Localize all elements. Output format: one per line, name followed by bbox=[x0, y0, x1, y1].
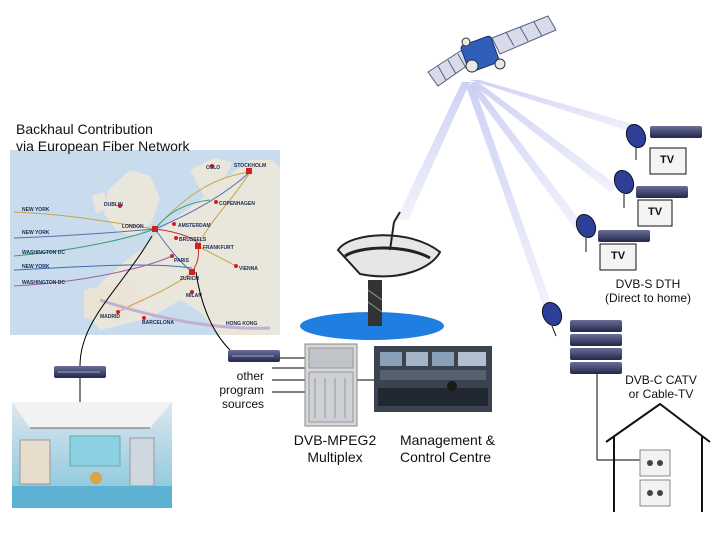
control-line1: Management & bbox=[400, 432, 495, 448]
catv-line1: DVB-C CATV bbox=[625, 373, 697, 387]
map-label-paris: PARIS bbox=[174, 258, 190, 264]
catv-line2: or Cable-TV bbox=[628, 387, 694, 401]
map-label-oslo: OSLO bbox=[206, 165, 220, 171]
house-icon bbox=[605, 402, 711, 512]
receiver-box-fiber bbox=[228, 350, 280, 362]
sources-line3: sources bbox=[221, 397, 264, 411]
multiplex-line1: DVB-MPEG2 bbox=[293, 432, 377, 448]
control-centre-image bbox=[374, 346, 492, 412]
map-label-milan: MILAN bbox=[186, 293, 202, 299]
control-line2: Control Centre bbox=[400, 449, 492, 465]
tv-label-3: TV bbox=[611, 250, 626, 262]
other-sources-label: other program sources bbox=[214, 369, 264, 411]
europe-fiber-map: OSLO STOCKHOLM DUBLIN COPENHAGEN NEW YOR… bbox=[10, 150, 280, 335]
receiver-box-studio bbox=[54, 366, 106, 378]
catv-headend bbox=[541, 301, 622, 374]
catv-label: DVB-C CATV or Cable-TV bbox=[616, 373, 706, 401]
map-label-frankfurt: FRANKFURT bbox=[203, 245, 234, 251]
map-label-london: LONDON bbox=[122, 224, 144, 230]
map-label-washington-2: WASHINGTON DC bbox=[22, 280, 65, 286]
map-label-new-york-1: NEW YORK bbox=[22, 207, 50, 213]
tv-label-1: TV bbox=[660, 154, 675, 166]
map-label-washington-1: WASHINGTON DC bbox=[22, 250, 65, 256]
map-label-barcelona: BARCELONA bbox=[142, 320, 174, 326]
tv-label-2: TV bbox=[648, 206, 663, 218]
multiplex-label: DVB-MPEG2 Multiplex bbox=[290, 432, 380, 466]
dth-label: DVB-S DTH (Direct to home) bbox=[596, 277, 700, 305]
dth-receiver-1 bbox=[625, 123, 702, 175]
dth-receiver-2 bbox=[613, 169, 688, 227]
map-label-new-york-3: NEW YORK bbox=[22, 264, 50, 270]
dth-line2: (Direct to home) bbox=[604, 291, 692, 305]
map-label-zurich: ZURICH bbox=[180, 276, 199, 282]
backhaul-title-line1: Backhaul Contribution bbox=[16, 121, 153, 137]
map-label-hong-kong: HONG KONG bbox=[226, 321, 258, 327]
sources-line1: other bbox=[236, 369, 264, 383]
map-label-brussels: BRUSSELS bbox=[179, 237, 207, 243]
sources-line2: program bbox=[219, 383, 264, 397]
satellite-beams bbox=[396, 80, 640, 308]
map-label-madrid: MADRID bbox=[100, 314, 120, 320]
dth-line1: DVB-S DTH bbox=[615, 277, 681, 291]
multiplex-line2: Multiplex bbox=[307, 449, 363, 465]
multiplex-rack-icon bbox=[304, 343, 358, 427]
uplink-dish-icon bbox=[300, 211, 444, 340]
map-label-stockholm: STOCKHOLM bbox=[234, 163, 266, 169]
backhaul-title: Backhaul Contribution via European Fiber… bbox=[16, 121, 190, 155]
tv-studio-image bbox=[12, 402, 172, 508]
map-label-vienna: VIENNA bbox=[239, 266, 258, 272]
backhaul-title-line2: via European Fiber Network bbox=[16, 138, 190, 154]
map-label-new-york-2: NEW YORK bbox=[22, 230, 50, 236]
map-label-copenhagen: COPENHAGEN bbox=[219, 201, 255, 207]
dth-receiver-3 bbox=[575, 213, 650, 271]
map-label-amsterdam: AMSTERDAM bbox=[178, 223, 211, 229]
map-label-dublin: DUBLIN bbox=[104, 202, 123, 208]
connection-lines bbox=[79, 235, 640, 461]
satellite-icon bbox=[427, 15, 557, 87]
control-centre-label: Management & Control Centre bbox=[400, 432, 495, 466]
